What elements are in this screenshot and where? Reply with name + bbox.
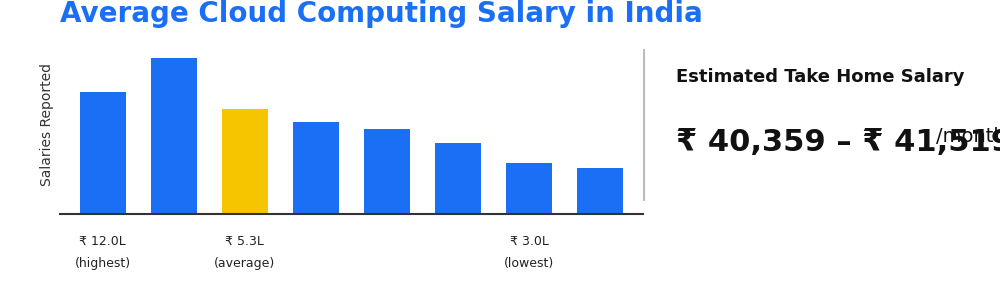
Text: /month: /month xyxy=(936,127,1000,146)
Bar xyxy=(151,58,197,214)
Text: ₹ 3.0L: ₹ 3.0L xyxy=(510,235,548,248)
Bar xyxy=(506,163,552,214)
Bar xyxy=(435,143,481,214)
Text: (average): (average) xyxy=(214,257,275,270)
Text: ₹ 5.3L: ₹ 5.3L xyxy=(225,235,264,248)
Text: (highest): (highest) xyxy=(75,257,131,270)
Bar xyxy=(80,92,126,214)
Text: ₹ 40,359 – ₹ 41,519: ₹ 40,359 – ₹ 41,519 xyxy=(676,128,1000,157)
Y-axis label: Salaries Reported: Salaries Reported xyxy=(40,63,54,186)
Bar xyxy=(222,109,268,214)
Bar xyxy=(577,168,623,214)
Text: Estimated Take Home Salary: Estimated Take Home Salary xyxy=(676,68,965,86)
Bar xyxy=(293,122,339,214)
Text: ₹ 12.0L: ₹ 12.0L xyxy=(79,235,126,248)
Text: (lowest): (lowest) xyxy=(504,257,554,270)
Bar xyxy=(364,129,410,214)
Text: Average Cloud Computing Salary in India: Average Cloud Computing Salary in India xyxy=(60,0,703,28)
